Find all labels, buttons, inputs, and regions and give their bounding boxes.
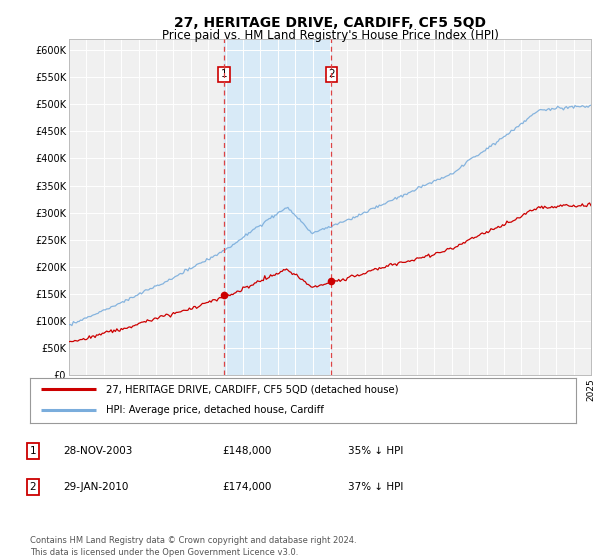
Bar [224, 39, 331, 375]
Text: Contains HM Land Registry data © Crown copyright and database right 2024.
This d: Contains HM Land Registry data © Crown c… [30, 536, 356, 557]
Text: 28-NOV-2003: 28-NOV-2003 [63, 446, 133, 456]
Text: 1: 1 [29, 446, 37, 456]
Text: 29-JAN-2010: 29-JAN-2010 [63, 482, 128, 492]
Text: £174,000: £174,000 [222, 482, 271, 492]
Text: 27, HERITAGE DRIVE, CARDIFF, CF5 5QD: 27, HERITAGE DRIVE, CARDIFF, CF5 5QD [174, 16, 486, 30]
Text: 2: 2 [328, 69, 335, 80]
Text: 2: 2 [29, 482, 37, 492]
Text: 35% ↓ HPI: 35% ↓ HPI [348, 446, 403, 456]
Text: 1: 1 [221, 69, 227, 80]
Text: HPI: Average price, detached house, Cardiff: HPI: Average price, detached house, Card… [106, 405, 325, 416]
Text: Price paid vs. HM Land Registry's House Price Index (HPI): Price paid vs. HM Land Registry's House … [161, 29, 499, 42]
Text: 27, HERITAGE DRIVE, CARDIFF, CF5 5QD (detached house): 27, HERITAGE DRIVE, CARDIFF, CF5 5QD (de… [106, 384, 399, 394]
Text: 37% ↓ HPI: 37% ↓ HPI [348, 482, 403, 492]
Text: £148,000: £148,000 [222, 446, 271, 456]
